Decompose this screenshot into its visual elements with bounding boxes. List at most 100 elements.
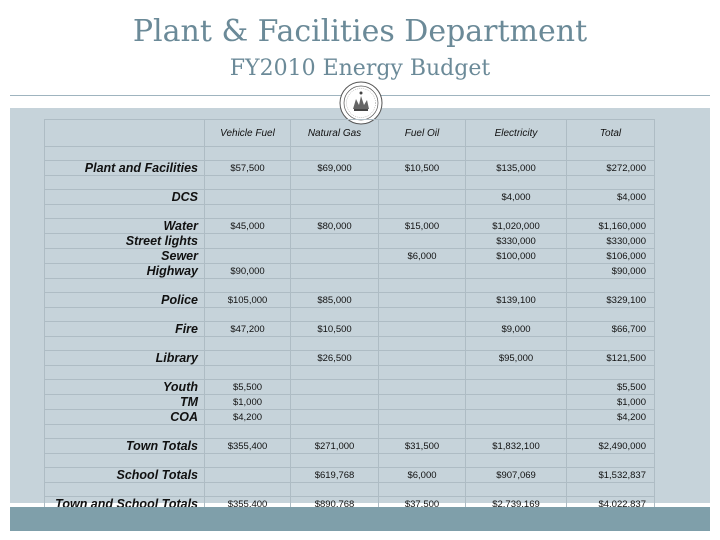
cell-natural-gas <box>290 175 379 190</box>
cell-vehicle-fuel: $57,500 <box>204 160 291 176</box>
cell-total <box>566 482 655 497</box>
cell-vehicle-fuel <box>204 248 291 264</box>
cell-natural-gas <box>290 307 379 322</box>
row-label <box>44 453 205 468</box>
row-label <box>44 307 205 322</box>
cell-electricity: $4,000 <box>465 189 567 205</box>
row-label: Fire <box>44 321 205 337</box>
row-label: DCS <box>44 189 205 205</box>
table-row <box>44 424 655 439</box>
cell-fuel-oil: $31,500 <box>378 438 466 454</box>
column-header: Electricity <box>465 119 567 147</box>
cell-fuel-oil <box>378 146 466 161</box>
cell-natural-gas <box>290 278 379 293</box>
row-label: Town Totals <box>44 438 205 454</box>
table-row <box>44 175 655 190</box>
cell-total: $272,000 <box>566 160 655 176</box>
column-header: Total <box>566 119 655 147</box>
cell-natural-gas <box>290 365 379 380</box>
row-label: TM <box>44 394 205 410</box>
table-row: Police $105,000 $85,000 $139,100 $329,100 <box>44 292 655 308</box>
table-row: Fire $47,200 $10,500 $9,000 $66,700 <box>44 321 655 337</box>
cell-fuel-oil <box>378 365 466 380</box>
cell-total: $1,000 <box>566 394 655 410</box>
cell-electricity <box>465 204 567 219</box>
cell-natural-gas <box>290 424 379 439</box>
row-label: Plant and Facilities <box>44 160 205 176</box>
table-row: Street lights $330,000 $330,000 <box>44 233 655 249</box>
cell-total <box>566 146 655 161</box>
cell-vehicle-fuel <box>204 233 291 249</box>
cell-electricity <box>465 453 567 468</box>
cell-fuel-oil <box>378 453 466 468</box>
cell-natural-gas: $85,000 <box>290 292 379 308</box>
cell-natural-gas: $10,500 <box>290 321 379 337</box>
page-title: Plant & Facilities Department <box>132 14 588 49</box>
row-label <box>44 204 205 219</box>
cell-fuel-oil <box>378 233 466 249</box>
cell-vehicle-fuel: $355,400 <box>204 438 291 454</box>
town-seal-icon <box>339 81 383 125</box>
cell-vehicle-fuel: $45,000 <box>204 218 291 234</box>
cell-vehicle-fuel: $47,200 <box>204 321 291 337</box>
cell-natural-gas <box>290 409 379 425</box>
cell-electricity: $100,000 <box>465 248 567 264</box>
cell-natural-gas: $271,000 <box>290 438 379 454</box>
cell-vehicle-fuel: $105,000 <box>204 292 291 308</box>
cell-total: $4,000 <box>566 189 655 205</box>
cell-natural-gas <box>290 146 379 161</box>
table-row: Highway $90,000 $90,000 <box>44 263 655 279</box>
table-row <box>44 365 655 380</box>
row-label <box>44 146 205 161</box>
cell-electricity <box>465 409 567 425</box>
table-row: Water $45,000 $80,000 $15,000 $1,020,000 $1,1… <box>44 218 655 234</box>
cell-vehicle-fuel <box>204 307 291 322</box>
cell-fuel-oil <box>378 350 466 366</box>
row-label: Highway <box>44 263 205 279</box>
cell-total <box>566 453 655 468</box>
cell-natural-gas <box>290 204 379 219</box>
cell-electricity: $907,069 <box>465 467 567 483</box>
table-row <box>44 482 655 497</box>
row-label: Water <box>44 218 205 234</box>
cell-natural-gas: $619,768 <box>290 467 379 483</box>
footer-band <box>10 507 710 531</box>
page-subtitle: FY2010 Energy Budget <box>229 56 491 81</box>
cell-fuel-oil <box>378 409 466 425</box>
table-row <box>44 453 655 468</box>
column-header: Fuel Oil <box>378 119 466 147</box>
cell-total <box>566 278 655 293</box>
table-row: Plant and Facilities $57,500 $69,000 $10,50… <box>44 160 655 176</box>
cell-fuel-oil <box>378 175 466 190</box>
cell-vehicle-fuel <box>204 453 291 468</box>
cell-vehicle-fuel <box>204 336 291 351</box>
cell-total <box>566 175 655 190</box>
table-row: Town Totals $355,400 $271,000 $31,500 $1,832… <box>44 438 655 454</box>
table-row <box>44 278 655 293</box>
cell-vehicle-fuel <box>204 482 291 497</box>
column-header <box>44 119 205 147</box>
table-row <box>44 336 655 351</box>
cell-total: $329,100 <box>566 292 655 308</box>
cell-total: $66,700 <box>566 321 655 337</box>
cell-electricity <box>465 482 567 497</box>
cell-electricity: $135,000 <box>465 160 567 176</box>
row-label: COA <box>44 409 205 425</box>
cell-electricity: $330,000 <box>465 233 567 249</box>
row-label: School Totals <box>44 467 205 483</box>
cell-fuel-oil: $10,500 <box>378 160 466 176</box>
cell-total: $90,000 <box>566 263 655 279</box>
cell-electricity <box>465 365 567 380</box>
row-label: Library <box>44 350 205 366</box>
cell-fuel-oil: $6,000 <box>378 248 466 264</box>
cell-electricity <box>465 336 567 351</box>
cell-natural-gas: $80,000 <box>290 218 379 234</box>
cell-total <box>566 424 655 439</box>
cell-natural-gas: $26,500 <box>290 350 379 366</box>
cell-electricity: $9,000 <box>465 321 567 337</box>
cell-fuel-oil <box>378 482 466 497</box>
cell-electricity <box>465 278 567 293</box>
table-row <box>44 307 655 322</box>
cell-fuel-oil <box>378 292 466 308</box>
